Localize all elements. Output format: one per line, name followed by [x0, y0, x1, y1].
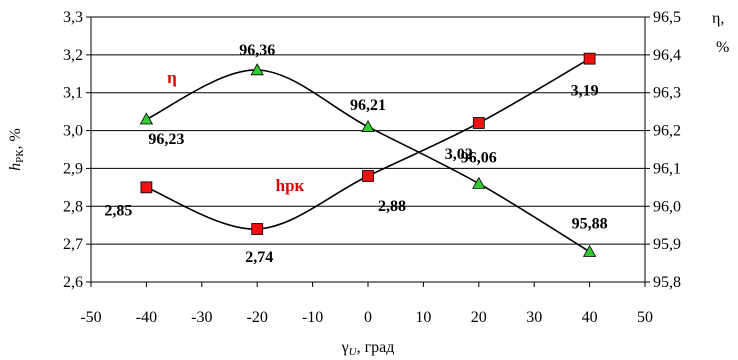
- x-tick-label: 20: [471, 309, 487, 326]
- x-tick-label: -20: [247, 309, 268, 326]
- x-tick-label: 30: [526, 309, 542, 326]
- data-label: 3,02: [445, 146, 473, 163]
- x-tick-label: 10: [415, 309, 431, 326]
- data-point-eta: [582, 244, 597, 257]
- data-point-hrk: [583, 52, 596, 65]
- y-left-tick-label: 2,6: [63, 274, 83, 291]
- y-right-tick-label: 96,1: [653, 160, 681, 177]
- x-axis-label: γU, град: [341, 339, 395, 358]
- series-label: η: [167, 68, 177, 87]
- y-left-tick-label: 3,0: [63, 123, 83, 140]
- y-right-tick-label: 96,5: [653, 9, 681, 26]
- y-right-tick-label: 96,0: [653, 198, 681, 215]
- data-point-hrk: [472, 117, 485, 129]
- y-right-axis-label-line1: η,: [712, 10, 724, 27]
- y-right-tick-label: 96,4: [653, 47, 681, 64]
- y-left-axis-label: hРК, %: [7, 128, 26, 171]
- x-tick-label: -10: [302, 309, 323, 326]
- y-right-axis-label-line2: %: [716, 39, 729, 56]
- data-label: 96,36: [239, 42, 275, 59]
- data-label: 96,23: [148, 131, 184, 148]
- x-tick-label: -40: [136, 309, 157, 326]
- plot-frame: [90, 16, 646, 283]
- y-left-tick-label: 3,3: [63, 9, 83, 26]
- data-label: 95,88: [572, 216, 608, 233]
- x-tick-label: 50: [637, 309, 653, 326]
- y-left-tick-label: 2,8: [63, 198, 83, 215]
- data-label: 3,19: [571, 83, 599, 100]
- data-point-eta: [361, 119, 375, 132]
- x-tick-label: 0: [364, 309, 372, 326]
- x-tick-label: -50: [80, 309, 101, 326]
- y-right-tick-label: 96,2: [653, 123, 681, 140]
- data-label: 2,85: [104, 202, 132, 219]
- data-point-hrk: [362, 170, 374, 182]
- y-left-tick-label: 3,2: [63, 47, 83, 64]
- data-label: 96,21: [350, 97, 386, 114]
- series-label: hрк: [276, 176, 305, 195]
- y-right-tick-label: 95,8: [653, 274, 681, 291]
- y-left-tick-label: 2,7: [63, 236, 83, 253]
- data-point-hrk: [251, 223, 264, 235]
- x-tick-label: 40: [582, 309, 598, 326]
- y-right-tick-label: 95,9: [653, 236, 681, 253]
- data-point-eta: [139, 112, 154, 125]
- data-label: 2,88: [378, 198, 406, 215]
- data-label: 96,06: [461, 150, 497, 167]
- data-point-hrk: [140, 181, 153, 194]
- series-line-hrk: [146, 57, 591, 230]
- x-tick-label: -30: [191, 309, 212, 326]
- data-point-eta: [472, 176, 486, 189]
- data-point-eta: [250, 63, 264, 76]
- y-left-tick-label: 3,1: [63, 85, 83, 102]
- y-left-tick-label: 2,9: [63, 160, 83, 177]
- data-label: 2,74: [245, 249, 273, 266]
- y-right-tick-label: 96,3: [653, 85, 681, 102]
